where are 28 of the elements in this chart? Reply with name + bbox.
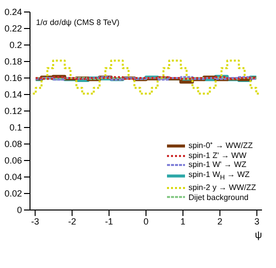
x-tick-label: 3 (254, 216, 260, 226)
y-tick-label: 0.08 (4, 139, 22, 150)
x-tick-label: -2 (68, 216, 76, 226)
legend-label: spin-2 y → WW/ZZ (188, 183, 256, 192)
x-tick-label: -3 (31, 216, 40, 226)
y-tick-label: 0.12 (4, 106, 22, 116)
x-axis-title: ψ (254, 230, 262, 241)
y-tick-label: 0.14 (4, 90, 22, 100)
y-tick-label: 0.16 (4, 73, 22, 84)
x-tick-label: 2 (217, 216, 222, 226)
y-axis-title: 1/σ dσ/dψ (CMS 8 TeV) (36, 18, 120, 27)
y-tick-label: 0.18 (4, 56, 22, 67)
x-tick-label: 0 (143, 216, 149, 226)
y-tick-label: 0.04 (4, 172, 22, 182)
legend-label: spin-1 W' → WZ (188, 160, 246, 170)
x-tick-label: 1 (180, 216, 186, 226)
y-tick-label: 0.06 (4, 156, 22, 166)
x-tick-label: -1 (105, 216, 114, 226)
y-tick-label: 0.24 (4, 7, 22, 18)
legend-label: spin-1 Z' → WW (188, 150, 246, 160)
y-tick-label: 0.1 (9, 122, 22, 133)
y-tick-label: 0.02 (4, 188, 22, 199)
y-tick-label: 0 (16, 205, 22, 216)
legend-label: spin-0⁺ → WW/ZZ (188, 141, 253, 151)
y-tick-label: 0.22 (4, 24, 22, 34)
legend-label: spin-1 W$_{H}$ → WZ (188, 170, 250, 183)
legend-label: Dijet background (188, 192, 248, 202)
y-tick-label: 0.2 (9, 40, 22, 50)
